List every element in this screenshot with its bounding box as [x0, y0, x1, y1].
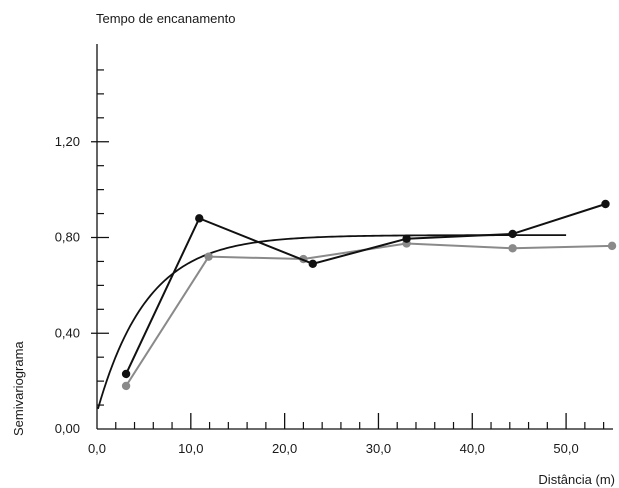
x-tick-label: 30,0 [366, 441, 391, 456]
series-1-point [508, 229, 517, 239]
x-tick-label: 50,0 [553, 441, 578, 456]
y-tick-label: 0,00 [55, 421, 80, 436]
series-1-point [308, 259, 317, 269]
y-tick-label: 0,80 [55, 230, 80, 245]
fitted-model-curve [97, 234, 567, 410]
series-2-point [204, 252, 213, 261]
series-1-point [402, 234, 411, 243]
x-axis-title: Distância (m) [538, 472, 615, 487]
series-2-point [121, 381, 131, 391]
plot-area [97, 199, 617, 410]
series-1-point [121, 369, 131, 379]
y-tick-label: 0,40 [55, 325, 80, 340]
x-tick-label: 40,0 [460, 441, 485, 456]
x-tick-label: 10,0 [178, 441, 203, 456]
series-line-1 [125, 203, 606, 375]
series-2-point [508, 244, 517, 253]
axes: 0,00 0,40 0,80 1,20 0,0 10,0 20,0 30,0 40,0 50,0 [55, 44, 613, 456]
y-tick-label: 1,20 [55, 134, 80, 149]
series-line-2 [125, 242, 613, 387]
y-axis-title: Semivariograma [11, 341, 26, 436]
x-tick-label: 20,0 [272, 441, 297, 456]
series-1-point [601, 199, 610, 209]
series-2-point [607, 241, 617, 251]
chart-title: Tempo de encanamento [96, 11, 235, 26]
series-1-point [195, 214, 204, 223]
x-tick-label: 0,0 [88, 441, 106, 456]
